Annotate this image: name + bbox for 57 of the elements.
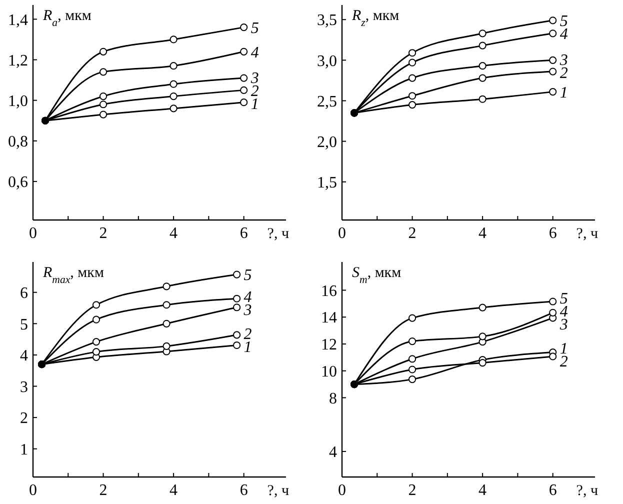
y-tick-label: 4 <box>20 348 28 365</box>
y-tick-label: 4 <box>329 444 337 462</box>
x-tick-label: 2 <box>408 225 416 242</box>
x-tick-label: 2 <box>408 482 416 499</box>
series-label: 5 <box>560 290 568 308</box>
x-tick-label: 2 <box>99 225 108 242</box>
x-tick-label: 0 <box>29 482 37 499</box>
series-label: 3 <box>558 316 568 334</box>
x-tick-label: 4 <box>478 482 487 499</box>
y-tick-label: 0,8 <box>8 133 28 150</box>
y-axis-title: S$_{m}$, мкм <box>352 265 402 286</box>
y-tick-label: 3,0 <box>317 52 337 70</box>
series-label: 2 <box>560 353 568 370</box>
x-tick-label: 6 <box>240 482 248 499</box>
y-tick-label: 3 <box>20 378 28 396</box>
series-label: 5 <box>244 267 252 284</box>
y-tick-label: 1,0 <box>8 92 28 110</box>
series-label: 4 <box>560 26 568 44</box>
x-axis-title: ?, ч <box>267 483 290 499</box>
x-tick-label: 4 <box>170 482 178 499</box>
x-axis-title: ?, ч <box>576 226 598 242</box>
series-label: 4 <box>250 44 259 62</box>
y-tick-label: 1,5 <box>317 174 337 192</box>
y-tick-label: 3,5 <box>317 12 337 30</box>
y-axis-title: R$_{a}$, мкм <box>42 8 92 29</box>
series-label: 3 <box>242 302 252 320</box>
y-tick-label: 6 <box>20 284 28 302</box>
y-tick-label: 14 <box>321 310 337 327</box>
y-tick-label: 2,0 <box>317 134 337 151</box>
x-tick-label: 0 <box>29 225 37 242</box>
y-tick-label: 0,6 <box>8 174 28 192</box>
y-tick-label: 10 <box>321 363 337 380</box>
y-tick-label: 2,5 <box>317 93 337 110</box>
x-tick-label: 6 <box>548 225 557 242</box>
x-tick-label: 2 <box>99 482 108 499</box>
x-tick-label: 0 <box>338 482 346 499</box>
y-tick-label: 1,2 <box>8 52 28 70</box>
x-tick-label: 4 <box>478 225 487 242</box>
series-label: 1 <box>560 84 568 102</box>
y-tick-label: 2 <box>20 410 28 428</box>
y-tick-label: 1,4 <box>8 12 28 29</box>
x-axis-title: ?, ч <box>267 226 290 242</box>
series-label: 5 <box>250 20 259 37</box>
y-tick-label: 12 <box>321 336 337 354</box>
y-tick-label: 16 <box>321 282 337 300</box>
y-tick-label: 5 <box>20 316 28 334</box>
x-tick-label: 6 <box>240 225 248 242</box>
y-axis-title: R$_{max}$, мкм <box>42 265 104 286</box>
y-tick-label: 8 <box>329 390 337 408</box>
y-tick-label: 1 <box>20 441 28 458</box>
series-label: 1 <box>244 339 252 356</box>
series-label: 2 <box>560 64 568 82</box>
x-tick-label: 0 <box>338 225 346 242</box>
x-axis-title: ?, ч <box>576 483 598 499</box>
x-tick-label: 4 <box>170 225 178 242</box>
x-tick-label: 6 <box>548 482 557 499</box>
y-axis-title: R$_{z}$, мкм <box>351 8 400 29</box>
